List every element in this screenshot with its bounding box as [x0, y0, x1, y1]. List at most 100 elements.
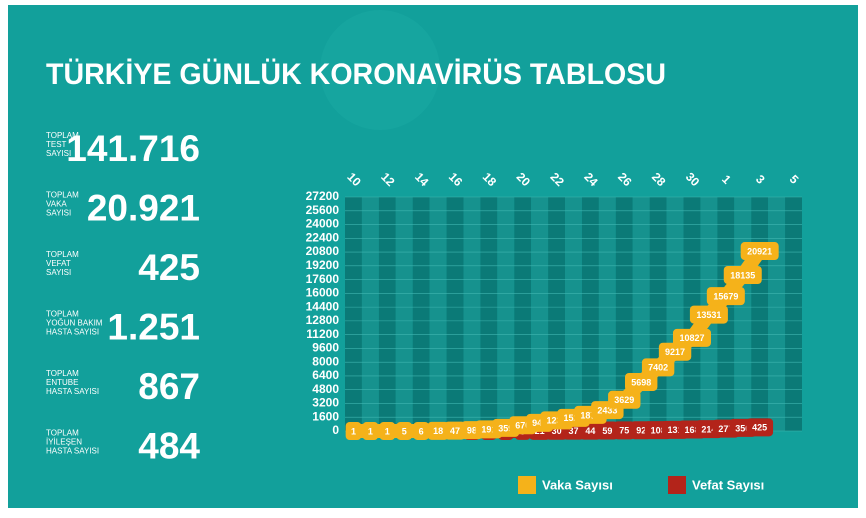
data-label: 1872	[580, 410, 600, 420]
decoration	[320, 10, 440, 130]
stat-label: TOPLAM	[46, 131, 79, 140]
column-stripe	[598, 197, 616, 431]
stat-label: YOĞUN BAKIM	[46, 319, 103, 328]
data-point	[613, 421, 635, 440]
column-stripe	[565, 197, 582, 431]
data-label: 1	[385, 426, 390, 436]
y-tick-label: 16000	[306, 286, 340, 300]
y-tick-label: 9600	[312, 341, 339, 355]
stat-label: TOPLAM	[46, 369, 79, 378]
data-point	[746, 418, 774, 437]
data-point	[740, 242, 779, 261]
data-label: 277	[718, 424, 733, 434]
data-label: 44	[585, 426, 595, 436]
data-label: 168	[684, 425, 699, 435]
data-label: 5	[402, 426, 407, 436]
data-label: 30	[552, 426, 562, 436]
column-stripe	[412, 197, 430, 431]
data-label: 356	[735, 423, 750, 433]
data-label: 670	[515, 421, 530, 431]
data-label: 1	[351, 426, 356, 436]
y-tick-label: 22400	[306, 230, 340, 244]
column-stripe	[446, 197, 464, 431]
data-label: 214	[701, 425, 716, 435]
column-stripe	[649, 197, 667, 431]
y-tick-label: 17600	[306, 272, 340, 286]
data-point	[596, 421, 618, 440]
data-point	[362, 421, 379, 440]
stat-label: TOPLAM	[46, 250, 79, 259]
y-tick-label: 3200	[312, 396, 339, 410]
data-label: 1	[368, 426, 373, 436]
data-label: 7402	[648, 363, 668, 373]
column-stripe	[395, 197, 413, 431]
data-point	[427, 421, 449, 440]
stat-value: 20.921	[87, 187, 200, 228]
data-label: 20921	[747, 246, 772, 256]
data-label: 10827	[679, 333, 704, 343]
column-stripe	[361, 197, 379, 431]
data-point	[641, 358, 675, 377]
data-point	[444, 421, 466, 440]
column-stripe	[531, 197, 549, 431]
stat-value: 484	[138, 425, 200, 466]
data-point	[658, 342, 692, 361]
data-label: 1529	[563, 413, 583, 423]
data-label: 1236	[547, 416, 567, 426]
data-label: 359	[498, 423, 513, 433]
stat-label: TEST	[46, 140, 67, 149]
data-label: 9217	[665, 347, 685, 357]
legend-label: Vefat Sayısı	[692, 477, 764, 492]
data-label: 18	[433, 426, 443, 436]
data-label: 18135	[730, 270, 755, 280]
data-point	[625, 372, 658, 391]
data-label: 191	[481, 425, 496, 435]
column-stripe	[497, 197, 515, 431]
stat-label: SAYISI	[46, 209, 71, 218]
stat-label: VAKA	[46, 200, 67, 209]
data-label: 947	[532, 418, 547, 428]
legend-label: Vaka Sayısı	[542, 477, 613, 492]
data-label: 13531	[696, 310, 721, 320]
data-label: 92	[636, 426, 646, 436]
data-label: 75	[619, 426, 629, 436]
data-label: 98	[467, 426, 477, 436]
column-stripe	[514, 197, 532, 431]
stat-label: SAYISI	[46, 149, 71, 158]
column-stripe	[581, 197, 599, 431]
data-label: 2433	[597, 405, 617, 415]
stat-label: SAYISI	[46, 268, 71, 277]
stat-label: İYİLEŞEN	[46, 438, 82, 447]
column-stripe	[548, 197, 566, 431]
stat-label: VEFAT	[46, 259, 71, 268]
column-stripe	[480, 197, 498, 431]
y-tick-label: 14400	[306, 299, 340, 313]
stat-label: TOPLAM	[46, 429, 79, 438]
y-tick-label: 25600	[306, 203, 340, 217]
column-stripe	[378, 197, 396, 431]
column-stripe	[785, 197, 802, 431]
data-point	[413, 421, 429, 440]
column-stripe	[345, 197, 362, 431]
legend-swatch	[668, 476, 686, 494]
y-tick-label: 8000	[312, 354, 339, 368]
data-label: 47	[450, 426, 460, 436]
stat-label: HASTA SAYISI	[46, 447, 99, 456]
data-label: 15679	[713, 291, 738, 301]
y-tick-label: 19200	[306, 258, 340, 272]
data-point	[723, 265, 762, 284]
data-point	[379, 421, 396, 440]
data-label: 37	[568, 426, 578, 436]
data-label: 59	[602, 426, 612, 436]
column-stripe	[751, 197, 769, 431]
stat-value: 425	[138, 247, 200, 288]
stat-value: 867	[138, 366, 200, 407]
legend-swatch	[518, 476, 536, 494]
column-stripe	[429, 197, 447, 431]
data-label: 3629	[614, 395, 634, 405]
y-tick-label: 27200	[306, 189, 340, 203]
data-label: 6	[419, 426, 424, 436]
data-point	[396, 421, 413, 440]
data-label: 131	[668, 425, 683, 435]
data-point	[689, 305, 728, 324]
